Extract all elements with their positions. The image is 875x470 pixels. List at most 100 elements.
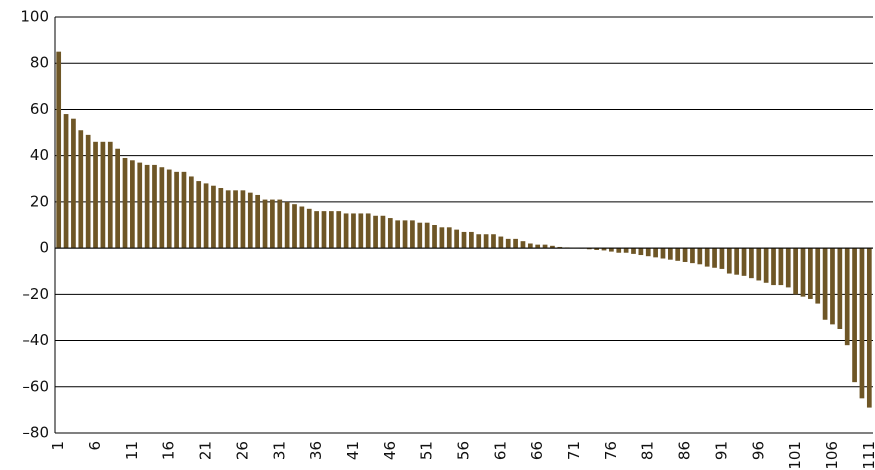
bar bbox=[174, 171, 179, 249]
bar bbox=[299, 206, 305, 249]
bar bbox=[741, 248, 747, 276]
x-tick-label: 86 bbox=[676, 441, 694, 460]
bar bbox=[78, 130, 84, 249]
x-tick-label: 11 bbox=[123, 441, 141, 460]
bar bbox=[240, 190, 246, 249]
bar bbox=[152, 164, 157, 249]
bar bbox=[373, 215, 378, 249]
bar bbox=[793, 248, 798, 295]
bar bbox=[365, 213, 371, 249]
x-tick-label: 46 bbox=[381, 441, 399, 460]
bar bbox=[225, 190, 231, 249]
bar bbox=[690, 248, 695, 264]
y-tick-label: –40 bbox=[22, 331, 49, 349]
bar bbox=[432, 225, 437, 249]
bar bbox=[144, 164, 150, 249]
bar bbox=[808, 248, 813, 299]
bar bbox=[778, 248, 784, 286]
bar bbox=[726, 248, 732, 274]
bar bbox=[800, 248, 806, 297]
bar bbox=[756, 248, 762, 281]
bar bbox=[830, 248, 835, 325]
x-tick-label: 6 bbox=[86, 441, 104, 451]
bar bbox=[328, 211, 334, 249]
x-tick-label: 41 bbox=[344, 441, 362, 460]
bar bbox=[247, 192, 253, 249]
bar bbox=[601, 248, 607, 251]
y-tick-label: 60 bbox=[30, 100, 49, 118]
bar bbox=[439, 227, 445, 249]
bar bbox=[469, 231, 474, 249]
y-tick-label: 0 bbox=[39, 239, 49, 257]
bar bbox=[93, 141, 98, 249]
bar bbox=[697, 248, 703, 265]
x-tick-label: 16 bbox=[160, 441, 178, 460]
bar bbox=[277, 199, 283, 249]
bar bbox=[380, 215, 386, 249]
bar bbox=[166, 169, 172, 249]
bar bbox=[712, 248, 717, 268]
y-tick-label: 40 bbox=[30, 146, 49, 164]
bar bbox=[749, 248, 754, 279]
bar bbox=[704, 248, 710, 267]
bar bbox=[616, 248, 622, 253]
bar bbox=[292, 204, 297, 249]
bar bbox=[402, 220, 408, 249]
x-tick-label: 91 bbox=[712, 441, 730, 460]
bar bbox=[520, 241, 526, 249]
bar bbox=[255, 194, 261, 249]
bar bbox=[454, 229, 459, 249]
bar bbox=[446, 227, 452, 249]
bar bbox=[527, 243, 533, 249]
bar bbox=[719, 248, 725, 269]
bar bbox=[660, 248, 666, 259]
bar bbox=[645, 248, 651, 257]
x-tick-label: 81 bbox=[639, 441, 657, 460]
bar bbox=[550, 245, 555, 249]
bar bbox=[461, 231, 467, 249]
bar bbox=[63, 114, 69, 249]
bar bbox=[586, 248, 592, 250]
bar bbox=[476, 234, 482, 249]
y-tick-label: 80 bbox=[30, 54, 49, 72]
bar bbox=[395, 220, 401, 249]
bar bbox=[822, 248, 828, 320]
x-tick-label: 111 bbox=[860, 441, 875, 470]
x-tick-label: 61 bbox=[491, 441, 509, 460]
bar bbox=[270, 199, 275, 249]
x-tick-label: 21 bbox=[197, 441, 215, 460]
bar bbox=[631, 248, 636, 254]
bar bbox=[815, 248, 821, 304]
x-tick-label: 106 bbox=[823, 441, 841, 470]
bar bbox=[343, 213, 349, 249]
bar bbox=[483, 234, 489, 249]
bar bbox=[233, 190, 238, 249]
bar bbox=[387, 218, 393, 249]
bar bbox=[609, 248, 614, 252]
bar bbox=[785, 248, 791, 288]
bar bbox=[107, 141, 113, 249]
bar bbox=[410, 220, 415, 249]
bar bbox=[866, 248, 872, 408]
bar bbox=[351, 213, 356, 249]
bar bbox=[115, 148, 120, 249]
bar bbox=[513, 238, 518, 249]
bar bbox=[358, 213, 364, 249]
bar bbox=[491, 234, 496, 249]
y-tick-label: –60 bbox=[22, 377, 49, 395]
bar bbox=[542, 244, 548, 249]
x-tick-label: 36 bbox=[307, 441, 325, 460]
bar bbox=[56, 51, 62, 249]
x-tick-label: 56 bbox=[455, 441, 473, 460]
bar bbox=[505, 238, 511, 249]
bar bbox=[336, 211, 342, 249]
bar bbox=[535, 244, 541, 249]
bar bbox=[859, 248, 865, 399]
bar bbox=[284, 201, 290, 249]
bar bbox=[218, 188, 224, 249]
bar bbox=[498, 236, 504, 249]
bar bbox=[314, 211, 319, 249]
y-tick-label: –80 bbox=[22, 424, 49, 442]
bar bbox=[306, 208, 312, 249]
